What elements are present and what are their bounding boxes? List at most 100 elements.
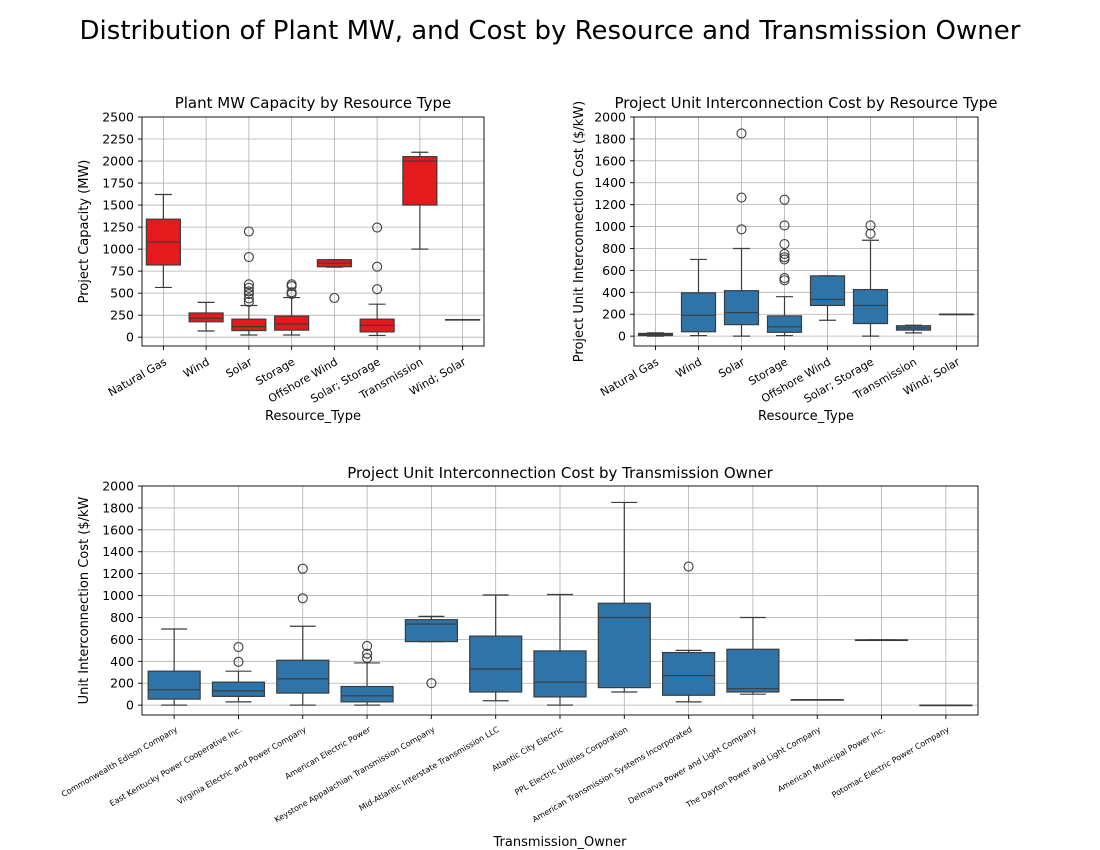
outlier-point (779, 194, 790, 205)
outlier-point (243, 279, 254, 290)
x-tick-label: American Municipal Power Inc. (776, 725, 886, 794)
y-tick-label: 1000 (102, 588, 134, 603)
outlier-point (243, 293, 254, 304)
iqr-box (231, 318, 267, 332)
y-tick-label: 1000 (594, 219, 626, 234)
iqr-box (766, 315, 803, 333)
outlier-point (779, 239, 790, 250)
outlier-point (779, 248, 790, 260)
iqr-box (147, 670, 201, 700)
plot-frame (141, 116, 485, 347)
y-tick-label: 1250 (102, 220, 134, 235)
box-solar-storage (852, 220, 889, 337)
chart-title: Plant MW Capacity by Resource Type (175, 94, 452, 112)
box-potomac-electric-power-company (919, 704, 973, 707)
outlier-point (372, 284, 383, 295)
box-commonwealth-edison-company (147, 628, 201, 706)
outlier-point (362, 640, 373, 652)
x-tick-label: Wind (181, 355, 211, 380)
y-tick-label: 2500 (102, 110, 134, 125)
iqr-box (680, 292, 717, 333)
y-tick-label: 1000 (102, 242, 134, 257)
iqr-box (469, 635, 523, 693)
y-tick-label: 200 (602, 307, 626, 322)
outlier-point (243, 288, 254, 300)
iqr-box (340, 685, 394, 703)
iqr-box (211, 681, 266, 697)
box-east-kentucky-power-cooperative-inc- (211, 642, 266, 703)
iqr-box (726, 648, 780, 693)
iqr-box (597, 602, 651, 689)
y-tick-label: 1800 (102, 500, 134, 515)
y-tick-label: 0 (618, 329, 626, 344)
x-tick-label: PPL Electric Utilities Corporation (513, 725, 629, 797)
cost-by-owner-chart: 0 200 400 600 800 1000 1200 1400 1600 1800 2000 Com… (60, 464, 979, 850)
outlier-point (286, 279, 297, 290)
outlier-point (426, 678, 437, 689)
y-tick-label: 0 (126, 330, 134, 345)
y-tick-label: 1800 (594, 131, 626, 146)
box-offshore-wind (809, 275, 846, 321)
x-tick-label: Solar (224, 355, 255, 381)
outlier-point (779, 252, 790, 263)
y-tick-label: 1200 (102, 566, 134, 581)
y-tick-label: 800 (110, 610, 134, 625)
box-ppl-electric-utilities-corporation (597, 501, 651, 693)
x-tick-label: Natural Gas (598, 355, 661, 399)
y-tick-label: 200 (110, 676, 134, 691)
outlier-point (297, 593, 308, 604)
iqr-box (276, 659, 330, 694)
y-tick-label: 1400 (102, 544, 134, 559)
iqr-box (662, 651, 716, 696)
x-tick-label: Potomac Electric Power Company (830, 725, 951, 800)
y-tick-label: 400 (602, 285, 626, 300)
outlier-point (233, 642, 244, 653)
x-axis-label: Resource_Type (265, 409, 361, 424)
outlier-point (779, 220, 790, 231)
y-tick-label: 400 (110, 654, 134, 669)
box-mid-atlantic-interstate-transmission-llc (469, 594, 523, 702)
chart-title: Project Unit Interconnection Cost by Tra… (347, 464, 773, 482)
outlier-point (736, 192, 747, 203)
box-solar (723, 128, 760, 337)
y-tick-label: 1600 (594, 153, 626, 168)
box-delmarva-power-and-light-company (726, 616, 780, 695)
iqr-box (809, 275, 846, 307)
outlier-point (372, 222, 383, 233)
iqr-box (723, 290, 760, 326)
outlier-point (736, 128, 747, 139)
x-tick-label: Commonwealth Edison Company (60, 725, 179, 799)
box-offshore-wind (316, 259, 352, 304)
box-american-transmission-systems-incorporated (662, 561, 716, 703)
outlier-point (233, 656, 244, 667)
outlier-point (865, 220, 876, 231)
iqr-box (188, 312, 224, 323)
x-tick-label: East Kentucky Power Cooperative Inc. (108, 725, 243, 808)
y-tick-label: 600 (602, 263, 626, 278)
outlier-point (297, 563, 308, 574)
iqr-box (404, 619, 458, 643)
y-tick-label: 250 (110, 308, 134, 323)
y-axis-label: Project Capacity (MW) (77, 160, 92, 304)
box-wind (680, 258, 717, 337)
outlier-point (736, 224, 747, 235)
box-natural-gas (145, 193, 181, 289)
box-wind-solar (445, 318, 481, 321)
box-storage (274, 279, 310, 336)
x-tick-label: Virginia Electric and Power Company (176, 725, 308, 807)
y-tick-label: 2250 (102, 132, 134, 147)
box-american-electric-power (340, 640, 394, 706)
box-storage (766, 194, 803, 337)
outlier-point (243, 286, 254, 297)
y-tick-label: 2000 (102, 154, 134, 169)
outlier-point (243, 296, 254, 308)
cost-by-resource-chart: 0 200 400 600 800 1000 1200 1400 1600 1800 2000 Nat… (572, 94, 997, 424)
y-tick-label: 1400 (594, 175, 626, 190)
box-keystone-appalachian-transmission-company (404, 615, 458, 689)
x-tick-label: The Dayton Power and Light Company (684, 725, 823, 810)
box-atlantic-city-electric (533, 593, 587, 706)
y-tick-label: 500 (110, 286, 134, 301)
box-natural-gas (637, 332, 674, 337)
outlier-point (683, 561, 694, 572)
